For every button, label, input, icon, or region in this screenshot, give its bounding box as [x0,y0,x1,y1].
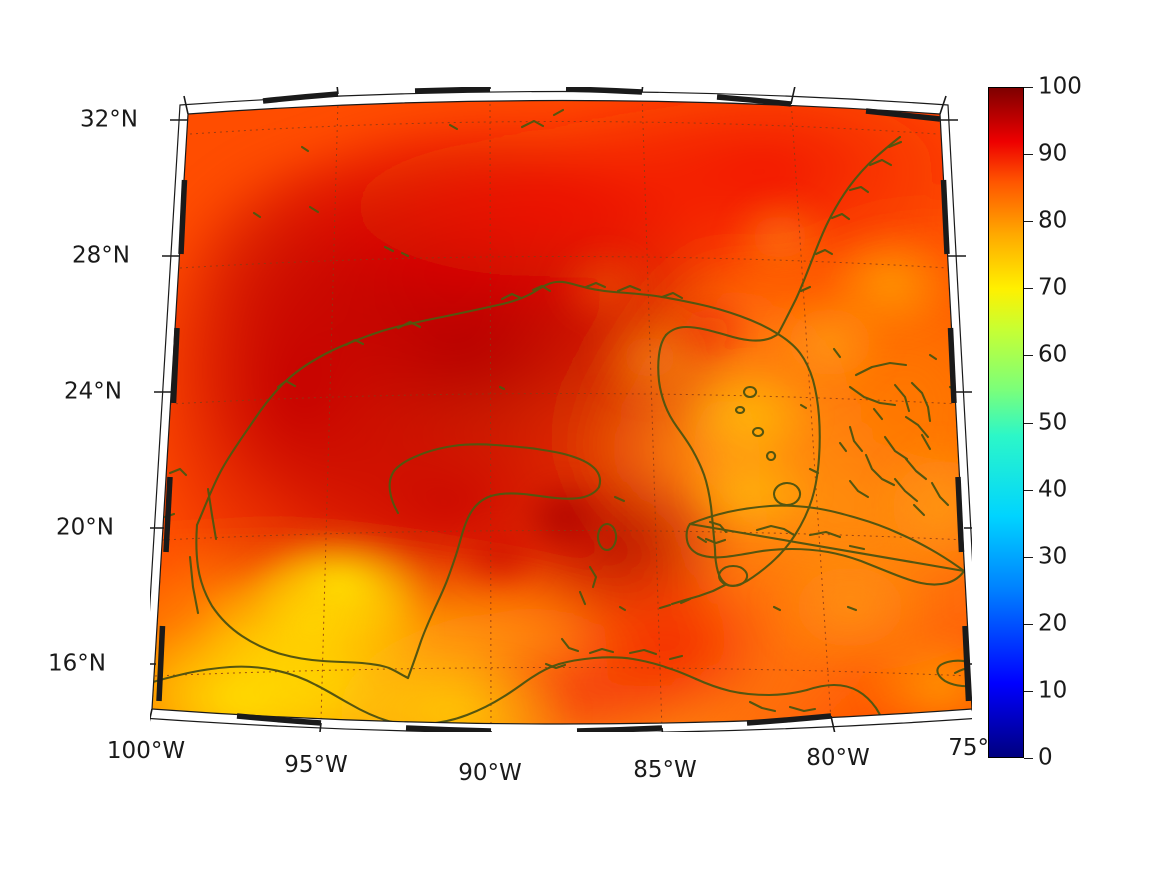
map-raster [150,87,972,732]
lon-tick-label-90w: 90°W [458,760,522,786]
colorbar-tick-60 [1024,355,1033,357]
lon-tick-label-80w: 80°W [806,745,870,771]
colorbar-tick-50 [1024,422,1033,424]
map-plot-area[interactable]: 32°N 28°N 24°N 20°N 16°N 100°W 95°W 90°W… [48,87,1012,785]
colorbar-tick-100 [1024,87,1033,88]
colorbar-tick-20 [1024,623,1033,625]
colorbar-label-50: 50 [1038,409,1068,435]
lon-tick-label-95w: 95°W [284,752,348,778]
colorbar-label-60: 60 [1038,341,1068,368]
graticule [152,100,972,724]
lat-tick-label-24: 24°N [64,378,122,405]
colorbar-tick-10 [1024,690,1033,692]
colorbar-label-90: 90 [1038,140,1068,167]
colorbar-tick-30 [1024,556,1033,558]
lon-tick-label-100w: 100°W [106,738,186,764]
colorbar-gradient [988,87,1024,758]
colorbar-label-80: 80 [1038,207,1068,234]
colorbar-tick-70 [1024,288,1033,290]
colorbar-tick-0 [1024,758,1033,759]
colorbar-label-20: 20 [1038,610,1068,637]
lat-tick-label-16: 16°N [48,650,106,677]
map-clip [150,87,972,732]
colorbar-tick-40 [1024,489,1033,491]
colorbar-tick-80 [1024,221,1033,223]
colorbar-label-70: 70 [1038,274,1068,301]
coastlines [152,108,972,724]
lat-tick-label-32: 32°N [80,106,138,133]
colorbar-label-10: 10 [1038,677,1068,704]
colorbar[interactable]: 100 90 80 70 60 50 40 30 20 10 0 [988,75,1082,769]
lat-tick-label-28: 28°N [72,242,130,269]
colorbar-label-40: 40 [1038,476,1068,503]
colorbar-label-30: 30 [1038,543,1068,570]
lon-tick-label-85w: 85°W [633,757,697,783]
map-frame [150,87,972,732]
colorbar-tick-90 [1024,154,1033,156]
colorbar-label-0: 0 [1038,744,1053,771]
lat-tick-label-20: 20°N [56,514,114,541]
colorbar-label-100: 100 [1038,73,1082,100]
